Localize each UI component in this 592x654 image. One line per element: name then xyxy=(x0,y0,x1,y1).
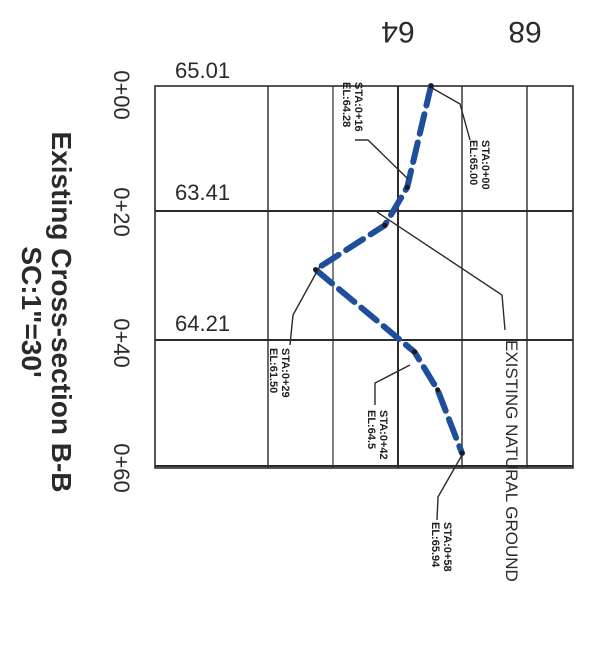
annotation-el: EL:64.5 xyxy=(365,410,377,449)
annotation-el: EL:65.00 xyxy=(467,140,479,185)
ground-point xyxy=(382,222,388,228)
ground-point xyxy=(459,450,465,456)
station-label-0: 0+00 xyxy=(109,70,134,120)
grid-elevation-1: 65.01 xyxy=(175,58,230,83)
elevation-label-68: 68 xyxy=(508,15,541,48)
section-title: Existing Cross-section B-B xyxy=(46,132,77,493)
leader-ann3 xyxy=(289,265,321,346)
ground-point xyxy=(435,387,441,393)
ground-label: EXISTING NATURAL GROUND xyxy=(502,340,521,582)
station-label-20: 0+20 xyxy=(109,187,134,237)
grid-elevation-3: 64.21 xyxy=(175,311,230,336)
annotation-sta-0-16: STA:0+16 EL:64.28 xyxy=(340,82,364,132)
grid-elevation-2: 63.41 xyxy=(175,180,230,205)
section-scale: SC:1"=30' xyxy=(16,246,47,377)
annotation-el: EL:65.94 xyxy=(429,522,441,568)
annotation-sta-0-58: STA:0+58 EL:65.94 xyxy=(429,522,453,572)
ground-point xyxy=(412,349,417,355)
leader-lines xyxy=(289,87,506,521)
station-label-40: 0+40 xyxy=(109,318,134,368)
annotation-sta-0-42: STA:0+42 EL:64.5 xyxy=(365,410,389,460)
station-label-60: 0+60 xyxy=(109,443,134,493)
leader-ann2 xyxy=(431,87,471,141)
annotation-sta: STA:0+42 xyxy=(377,410,389,460)
annotation-el: EL:61.50 xyxy=(267,348,279,393)
leader-ann4 xyxy=(374,364,411,405)
annotation-sta: STA:0+00 xyxy=(479,140,491,190)
ground-point xyxy=(428,83,434,89)
ground-point xyxy=(404,184,410,190)
leader-ann1 xyxy=(355,139,409,180)
leader-ann-ground xyxy=(376,211,506,331)
annotation-sta-0-00: STA:0+00 EL:65.00 xyxy=(467,140,491,190)
ground-profile-points xyxy=(313,83,465,456)
annotation-sta: STA:0+58 xyxy=(441,522,453,572)
annotation-sta: STA:0+29 xyxy=(279,348,291,398)
ground-profile-line xyxy=(312,83,465,457)
grid-border xyxy=(154,85,574,469)
leader-ann5 xyxy=(436,454,463,521)
grid xyxy=(154,85,574,469)
annotation-sta: STA:0+16 xyxy=(352,82,364,132)
elevation-label-64: 64 xyxy=(381,15,414,48)
annotation-sta-0-29: STA:0+29 EL:61.50 xyxy=(267,348,291,398)
annotation-el: EL:64.28 xyxy=(340,82,352,127)
